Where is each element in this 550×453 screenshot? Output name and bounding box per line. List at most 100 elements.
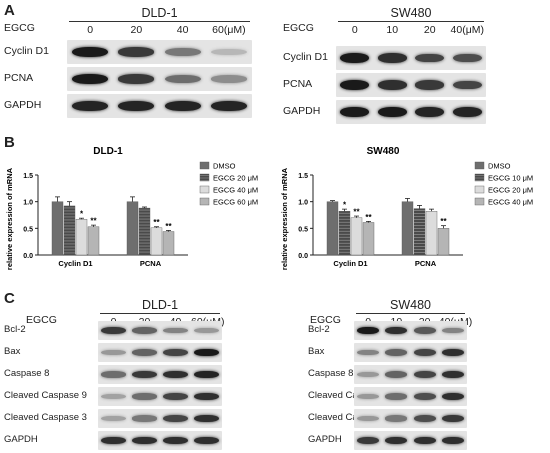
gel-strip bbox=[98, 409, 222, 428]
chart-title: SW480 bbox=[367, 146, 400, 157]
cell-line-title: SW480 bbox=[390, 298, 431, 312]
bar-dmso bbox=[401, 201, 414, 256]
legend-label: EGCG 40 μM bbox=[488, 198, 533, 207]
protein-band bbox=[101, 349, 126, 356]
significance-marker: ** bbox=[90, 217, 97, 226]
bar-egcg-20-m bbox=[138, 207, 151, 256]
protein-band bbox=[357, 415, 380, 422]
panel-c-letter: C bbox=[4, 290, 15, 307]
treatment-label: EGCG bbox=[26, 314, 57, 326]
dose-label: 10 bbox=[386, 24, 399, 36]
protein-label: Bax bbox=[4, 345, 21, 357]
dose-label: 20 bbox=[130, 24, 143, 36]
protein-band bbox=[415, 107, 445, 117]
panel-a-letter: A bbox=[4, 2, 15, 19]
bar-dmso bbox=[51, 201, 64, 256]
bar-egcg-20-m bbox=[63, 205, 76, 256]
protein-band bbox=[441, 370, 464, 379]
protein-band bbox=[132, 436, 157, 445]
protein-band bbox=[101, 393, 126, 400]
y-tick-label: 0.5 bbox=[23, 226, 33, 233]
legend-swatch bbox=[474, 173, 485, 182]
protein-band bbox=[413, 327, 436, 334]
protein-label: GAPDH bbox=[4, 99, 42, 111]
protein-band bbox=[452, 80, 482, 90]
protein-band bbox=[357, 326, 380, 335]
protein-band bbox=[340, 107, 370, 117]
bar-egcg-40-m bbox=[437, 228, 450, 256]
cell-line-bracket bbox=[69, 21, 250, 22]
legend-swatch bbox=[474, 185, 485, 194]
protein-band bbox=[413, 370, 436, 378]
bar-egcg-20-m bbox=[425, 211, 438, 256]
protein-band bbox=[132, 415, 157, 422]
protein-band bbox=[441, 327, 464, 334]
cell-line-bracket bbox=[338, 21, 484, 22]
dld1-mrna-bar-chart: DLD-1 relative expression of mRNA 0.0 0.5 1.… bbox=[5, 146, 258, 270]
protein-band bbox=[118, 47, 155, 57]
dose-label: 20 bbox=[423, 24, 436, 36]
protein-label: Cleaved Caspase 3 bbox=[308, 411, 391, 423]
protein-label: Bcl-2 bbox=[4, 323, 26, 335]
protein-band bbox=[377, 53, 407, 63]
protein-band bbox=[441, 392, 464, 401]
bar-egcg-60-m bbox=[162, 231, 175, 256]
bar-dmso bbox=[326, 201, 339, 256]
legend-swatch bbox=[199, 173, 210, 182]
protein-band bbox=[413, 436, 436, 445]
protein-band bbox=[163, 414, 188, 422]
protein-label: GAPDH bbox=[4, 433, 38, 445]
protein-band bbox=[340, 53, 370, 63]
protein-band bbox=[210, 75, 247, 83]
legend-label: EGCG 10 μM bbox=[488, 174, 533, 183]
protein-band bbox=[441, 348, 464, 357]
category-label: PCNA bbox=[140, 259, 162, 268]
y-axis-label: relative expression of mRNA bbox=[5, 167, 14, 270]
y-tick-label: 1.5 bbox=[298, 173, 308, 180]
bar-egcg-40-m bbox=[75, 219, 88, 256]
significance-marker: ** bbox=[365, 213, 372, 222]
gel-strip bbox=[98, 343, 222, 362]
y-tick-label: 1.0 bbox=[23, 200, 33, 207]
cell-line-bracket bbox=[356, 313, 465, 314]
protein-label: GAPDH bbox=[308, 433, 342, 445]
protein-band bbox=[164, 101, 201, 111]
protein-band bbox=[194, 392, 219, 401]
legend-swatch bbox=[199, 161, 210, 170]
protein-band bbox=[194, 370, 219, 379]
protein-band bbox=[452, 53, 482, 63]
protein-band bbox=[72, 47, 109, 57]
bar-egcg-20-m bbox=[350, 217, 363, 256]
protein-band bbox=[132, 327, 157, 334]
bar-egcg-40-m bbox=[150, 227, 163, 256]
gel-strip bbox=[354, 409, 467, 428]
protein-label: Bcl-2 bbox=[308, 323, 330, 335]
protein-band bbox=[415, 53, 445, 63]
bar-egcg-40-m bbox=[362, 222, 375, 256]
significance-marker: * bbox=[80, 210, 84, 219]
gel-strip bbox=[67, 40, 252, 64]
protein-band bbox=[413, 415, 436, 422]
category-label: Cyclin D1 bbox=[333, 259, 367, 268]
protein-band bbox=[385, 415, 408, 422]
protein-band bbox=[118, 101, 155, 111]
protein-band bbox=[194, 348, 219, 357]
protein-band bbox=[194, 414, 219, 423]
cell-line-bracket bbox=[100, 313, 220, 314]
protein-band bbox=[413, 348, 436, 356]
gel-strip bbox=[354, 365, 467, 384]
y-tick-label: 0.0 bbox=[298, 253, 308, 260]
bar-egcg-10-m bbox=[338, 211, 351, 256]
protein-band bbox=[164, 48, 201, 56]
protein-label: Cleaved Caspase 9 bbox=[4, 389, 87, 401]
treatment-label: EGCG bbox=[4, 22, 35, 34]
protein-band bbox=[340, 80, 370, 90]
gel-strip bbox=[354, 321, 467, 340]
dose-label: 0 bbox=[87, 24, 94, 36]
dose-label: 0 bbox=[351, 24, 358, 36]
cell-line-title: SW480 bbox=[390, 6, 432, 20]
y-tick-label: 0.0 bbox=[23, 253, 33, 260]
treatment-label: EGCG bbox=[310, 314, 341, 326]
y-axis-label: relative expression of mRNA bbox=[280, 167, 289, 270]
protein-band bbox=[101, 436, 126, 445]
